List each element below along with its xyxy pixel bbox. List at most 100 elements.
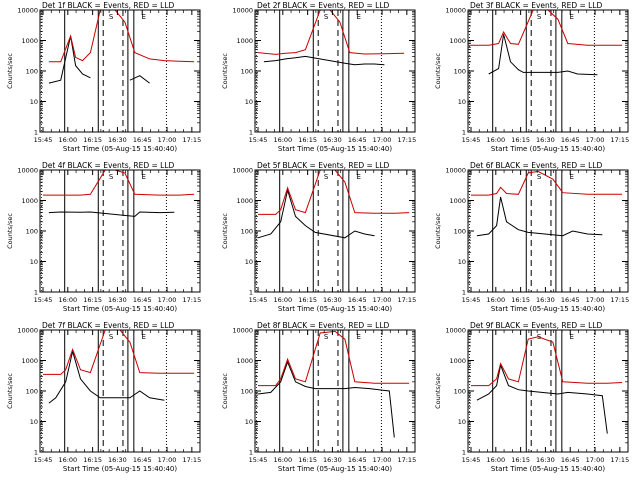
panel-title: Det 1f BLACK = Events, RED = LLD	[42, 1, 175, 10]
x-tick-label: 15:45	[462, 136, 481, 144]
y-tick-label: 1	[249, 449, 253, 457]
marker-label: E	[141, 333, 145, 341]
x-tick-label: 16:00	[486, 136, 505, 144]
y-tick-label: 100	[241, 388, 253, 396]
x-tick-label: 16:45	[133, 296, 152, 304]
events-series-line	[263, 55, 385, 66]
x-tick-label: 16:45	[133, 136, 152, 144]
y-tick-label: 10000	[232, 7, 253, 15]
x-tick-label: 17:00	[373, 456, 392, 464]
x-axis-label: Start Time (05-Aug-15 15:40:40)	[278, 305, 392, 313]
events-series-line	[48, 35, 150, 84]
marker-label: S	[537, 173, 542, 181]
detector-panel: Det 8f BLACK = Events, RED = LLD S E 1 10 100…	[221, 321, 416, 473]
y-tick-label: 10000	[17, 167, 38, 175]
marker-label: E	[569, 333, 573, 341]
x-tick-label: 16:00	[273, 136, 292, 144]
y-tick-label: 1000	[21, 37, 38, 45]
lld-series-line	[471, 336, 623, 387]
y-tick-label: 1000	[236, 357, 253, 365]
y-tick-label: 100	[454, 68, 466, 76]
y-tick-label: 10	[30, 98, 38, 106]
marker-label: S	[324, 13, 329, 21]
x-tick-label: 16:15	[298, 136, 317, 144]
y-tick-label: 100	[454, 388, 466, 396]
x-tick-label: 17:00	[158, 136, 177, 144]
detector-panel: Det 6f BLACK = Events, RED = LLD S E 1 10 100…	[434, 161, 629, 313]
x-tick-label: 16:30	[536, 456, 555, 464]
x-tick-label: 15:45	[249, 456, 268, 464]
y-tick-label: 1000	[21, 197, 38, 205]
x-tick-label: 17:15	[182, 456, 201, 464]
panel-title: Det 2f BLACK = Events, RED = LLD	[257, 1, 390, 10]
y-tick-label: 1	[249, 289, 253, 297]
x-tick-label: 17:15	[610, 456, 629, 464]
plot-frame	[39, 9, 201, 133]
x-tick-label: 17:00	[373, 136, 392, 144]
y-tick-label: 1	[34, 449, 38, 457]
x-tick-label: 16:30	[536, 296, 555, 304]
y-tick-label: 1	[34, 129, 38, 137]
x-tick-label: 17:15	[182, 296, 201, 304]
x-tick-label: 17:00	[158, 296, 177, 304]
x-tick-label: 16:15	[511, 296, 530, 304]
marker-label: E	[141, 173, 145, 181]
y-tick-label: 1	[249, 129, 253, 137]
x-axis-label: Start Time (05-Aug-15 15:40:40)	[63, 465, 177, 473]
y-axis-label: Counts/sec	[6, 213, 14, 249]
x-tick-label: 15:45	[462, 456, 481, 464]
y-tick-label: 10	[245, 98, 253, 106]
y-tick-label: 10	[458, 258, 466, 266]
y-tick-label: 10000	[445, 167, 466, 175]
y-tick-label: 10	[245, 418, 253, 426]
x-tick-label: 16:30	[323, 136, 342, 144]
x-tick-label: 17:15	[610, 296, 629, 304]
y-axis-label: Counts/sec	[434, 213, 442, 249]
panel-title: Det 6f BLACK = Events, RED = LLD	[470, 161, 603, 170]
plot-frame	[254, 329, 416, 453]
x-tick-label: 16:15	[83, 456, 102, 464]
y-tick-label: 10000	[17, 7, 38, 15]
plot-frame	[467, 9, 629, 133]
plot-frame	[254, 9, 416, 133]
marker-label: E	[356, 13, 360, 21]
x-tick-label: 17:15	[397, 296, 416, 304]
x-tick-label: 16:30	[108, 136, 127, 144]
y-tick-label: 1000	[449, 37, 466, 45]
y-tick-label: 100	[26, 388, 38, 396]
detector-panel: Det 5f BLACK = Events, RED = LLD S E 1 10 100…	[221, 161, 416, 313]
x-tick-label: 16:45	[561, 136, 580, 144]
marker-label: E	[569, 13, 573, 21]
y-tick-label: 100	[26, 228, 38, 236]
y-tick-label: 10	[458, 98, 466, 106]
events-series-line	[476, 196, 603, 237]
x-tick-label: 16:30	[536, 136, 555, 144]
x-tick-label: 16:15	[298, 296, 317, 304]
x-tick-label: 16:00	[58, 136, 77, 144]
x-tick-label: 16:45	[348, 296, 367, 304]
x-tick-label: 16:00	[58, 296, 77, 304]
x-tick-label: 16:15	[83, 136, 102, 144]
y-tick-label: 100	[241, 228, 253, 236]
x-tick-label: 16:45	[348, 136, 367, 144]
x-tick-label: 16:30	[323, 296, 342, 304]
x-tick-label: 16:00	[58, 456, 77, 464]
x-tick-label: 16:15	[83, 296, 102, 304]
x-axis-label: Start Time (05-Aug-15 15:40:40)	[491, 145, 605, 153]
y-axis-label: Counts/sec	[6, 53, 14, 89]
panel-title: Det 7f BLACK = Events, RED = LLD	[42, 321, 175, 330]
y-tick-label: 10000	[17, 327, 38, 335]
marker-label: S	[109, 13, 114, 21]
y-tick-label: 100	[454, 228, 466, 236]
panel-title: Det 5f BLACK = Events, RED = LLD	[257, 161, 390, 170]
y-tick-label: 1	[462, 129, 466, 137]
lld-series-line	[43, 330, 195, 375]
y-tick-label: 1000	[236, 197, 253, 205]
y-tick-label: 1000	[449, 197, 466, 205]
y-axis-label: Counts/sec	[221, 53, 229, 89]
panel-title: Det 8f BLACK = Events, RED = LLD	[257, 321, 390, 330]
x-tick-label: 17:15	[182, 136, 201, 144]
x-axis-label: Start Time (05-Aug-15 15:40:40)	[491, 465, 605, 473]
events-series-line	[257, 360, 395, 438]
